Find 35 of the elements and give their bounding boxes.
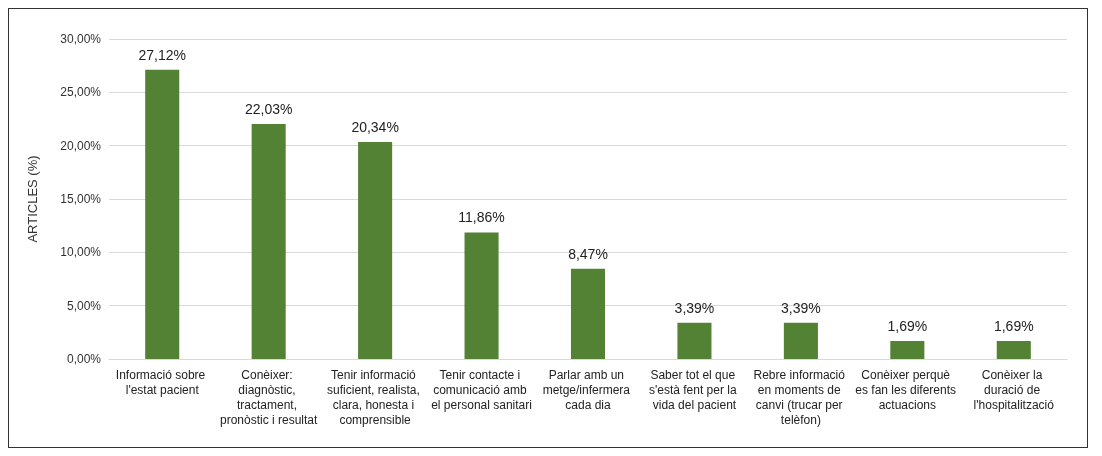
data-label: 3,39%: [674, 299, 715, 316]
data-label: 8,47%: [568, 245, 608, 262]
bar: [251, 124, 286, 359]
x-tick-label: Conèixer perquè es fan les diferents actuacions: [855, 367, 960, 412]
x-tick-label: Saber tot el que s'està fent per la vida del pacient: [648, 367, 740, 412]
data-label: 1,69%: [887, 317, 928, 334]
x-tick-label: Tenir informació suficient, realista, clara, honesta i comprensible: [327, 367, 424, 427]
bar: [890, 340, 925, 359]
bar: [996, 340, 1031, 359]
x-tick-label: Tenir contacte i comunicació amb el personal sanitari: [431, 367, 532, 412]
x-tick-label: Informació sobre l'estat pacient: [115, 367, 209, 397]
bar: [358, 142, 393, 359]
data-label: 22,03%: [244, 101, 293, 118]
y-tick-label: 0,00%: [66, 352, 102, 366]
y-tick-label: 30,00%: [60, 32, 102, 46]
y-axis-title: ARTICLES (%): [25, 155, 40, 243]
data-label: 27,12%: [138, 46, 186, 63]
data-label: 1,69%: [993, 317, 1034, 334]
x-tick-label: Conèixer: diagnòstic, tractament, pronòstic i resultat: [219, 367, 319, 427]
bar: [464, 232, 499, 359]
bar: [783, 322, 818, 359]
y-tick-label: 15,00%: [60, 192, 102, 206]
bar: [677, 322, 712, 359]
data-label: 11,86%: [458, 209, 505, 226]
x-tick-label: Conèixer la duració de l'hospitalització: [973, 367, 1055, 412]
bar: [145, 69, 180, 359]
y-tick-label: 25,00%: [60, 85, 102, 100]
y-tick-label: 5,00%: [66, 298, 102, 313]
x-tick-label: Rebre informació en moments de canvi (trucar per telèfon): [753, 367, 849, 427]
data-label: 20,34%: [351, 119, 399, 136]
bar: [570, 268, 606, 359]
x-tick-label: Parlar amb un metge/infermera cada dia: [542, 367, 634, 412]
y-tick-label: 10,00%: [60, 245, 102, 260]
data-label: 3,39%: [781, 299, 821, 316]
y-tick-label: 20,00%: [60, 138, 102, 153]
